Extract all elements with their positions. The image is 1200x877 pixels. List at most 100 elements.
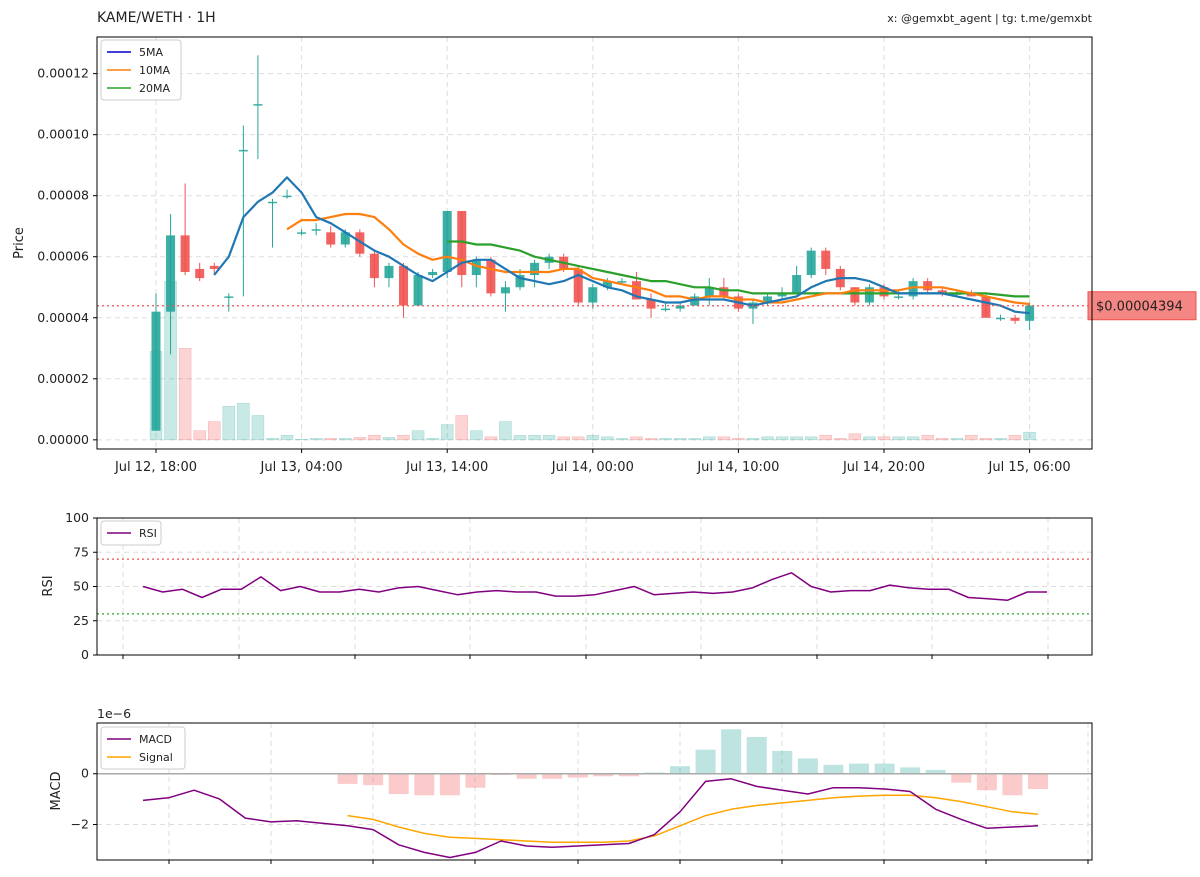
y-axis-label: RSI bbox=[41, 575, 56, 596]
candle-body bbox=[413, 275, 423, 306]
macd-histogram-bar bbox=[695, 749, 716, 774]
macd-histogram-bar bbox=[900, 767, 921, 774]
volume-bar bbox=[280, 435, 294, 441]
candle-body bbox=[690, 296, 700, 306]
macd-histogram-bar bbox=[721, 729, 742, 774]
macd-histogram-bar bbox=[1028, 773, 1048, 789]
candle-body bbox=[777, 293, 787, 297]
volume-bar bbox=[207, 421, 221, 441]
volume-bar bbox=[761, 436, 774, 441]
volume-bar bbox=[309, 438, 323, 441]
x-tick-label: Jul 13, 14:00 bbox=[405, 460, 488, 475]
candle-body bbox=[704, 287, 714, 297]
volume-bar bbox=[339, 438, 352, 441]
candle-body bbox=[180, 235, 190, 272]
legend-label: RSI bbox=[139, 527, 157, 540]
ma5-line bbox=[213, 176, 1030, 315]
volume-bar bbox=[266, 438, 279, 441]
volume-bar bbox=[571, 436, 585, 441]
volume-bar bbox=[324, 438, 337, 441]
legend-box bbox=[100, 726, 186, 770]
candle-body bbox=[661, 308, 671, 311]
legend-label: 5MA bbox=[139, 46, 163, 59]
candle-body bbox=[602, 281, 612, 288]
y-tick-label: 0.00006 bbox=[37, 249, 89, 264]
legend-label: MACD bbox=[139, 733, 172, 746]
legend-box bbox=[100, 39, 182, 101]
scale-label: 1e−6 bbox=[97, 706, 131, 721]
volume-bar bbox=[673, 438, 687, 441]
macd-histogram-bar bbox=[746, 736, 767, 774]
candle-body bbox=[384, 265, 394, 279]
macd-histogram-bar bbox=[925, 769, 946, 774]
candle-body bbox=[908, 281, 918, 297]
x-tick-label: Jul 13, 04:00 bbox=[260, 460, 343, 475]
macd-histogram-bar bbox=[772, 750, 793, 774]
volume-bar bbox=[251, 415, 265, 441]
candle-body bbox=[326, 232, 336, 245]
macd-histogram-bar bbox=[976, 773, 997, 791]
candle-body bbox=[617, 281, 627, 283]
volume-bar bbox=[688, 438, 701, 441]
candle-body bbox=[238, 149, 248, 152]
candle-body bbox=[369, 253, 379, 279]
volume-bar bbox=[615, 438, 629, 441]
volume-bar bbox=[979, 438, 993, 441]
y-tick-label: 0 bbox=[81, 766, 89, 781]
volume-bar bbox=[222, 406, 236, 441]
candle-body bbox=[267, 201, 277, 204]
y-axis-label: Price bbox=[12, 227, 27, 259]
candle-body bbox=[282, 195, 292, 198]
volume-bar bbox=[775, 436, 789, 441]
candle-body bbox=[894, 296, 904, 298]
volume-bar bbox=[542, 435, 556, 441]
y-tick-label: 75 bbox=[73, 544, 89, 559]
volume-bar bbox=[1008, 435, 1022, 441]
volume-bar bbox=[848, 433, 862, 441]
volume-bar bbox=[732, 438, 745, 441]
volume-bar bbox=[644, 438, 658, 441]
macd-histogram-bar bbox=[823, 764, 844, 774]
candle-body bbox=[253, 104, 263, 106]
candle-body bbox=[675, 305, 685, 309]
candle-body bbox=[428, 271, 438, 276]
volume-bar bbox=[921, 435, 934, 441]
volume-bar bbox=[906, 436, 920, 441]
volume-bar bbox=[703, 436, 716, 441]
signal-line bbox=[347, 794, 1039, 843]
axes-frame bbox=[96, 36, 1093, 450]
y-tick-label: 0.00012 bbox=[37, 66, 89, 81]
candle-body bbox=[966, 293, 976, 297]
candle-body bbox=[340, 232, 350, 245]
candle-body bbox=[923, 281, 933, 291]
candle-body bbox=[399, 265, 409, 306]
volume-bar bbox=[804, 436, 818, 441]
y-tick-label: 0 bbox=[81, 647, 89, 662]
candle-body bbox=[981, 296, 991, 318]
y-tick-label: 0.00008 bbox=[37, 188, 89, 203]
candle-body bbox=[588, 287, 598, 303]
volume-bar bbox=[965, 435, 978, 441]
candle-body bbox=[166, 235, 176, 312]
volume-bar bbox=[411, 430, 425, 441]
candle-body bbox=[151, 311, 161, 431]
credits-text: x: @gemxbt_agent | tg: t.me/gemxbt bbox=[887, 12, 1092, 25]
candle-body bbox=[631, 281, 641, 300]
macd-histogram-bar bbox=[849, 763, 869, 774]
macd-histogram-bar bbox=[797, 758, 818, 774]
volume-bar bbox=[935, 438, 949, 441]
macd-histogram-bar bbox=[1002, 773, 1023, 796]
candle-body bbox=[515, 275, 525, 288]
volume-bar bbox=[601, 436, 614, 441]
macd-histogram-bar bbox=[593, 773, 614, 777]
legend-label: 20MA bbox=[139, 82, 170, 95]
macd-histogram-bar bbox=[516, 773, 537, 779]
candle-body bbox=[1010, 317, 1020, 321]
volume-bar bbox=[746, 438, 760, 441]
x-tick-label: Jul 15, 06:00 bbox=[988, 460, 1071, 475]
y-tick-label: −2 bbox=[71, 816, 89, 831]
volume-bar bbox=[484, 436, 498, 441]
macd-histogram-bar bbox=[363, 773, 384, 786]
candle-body bbox=[573, 268, 583, 303]
